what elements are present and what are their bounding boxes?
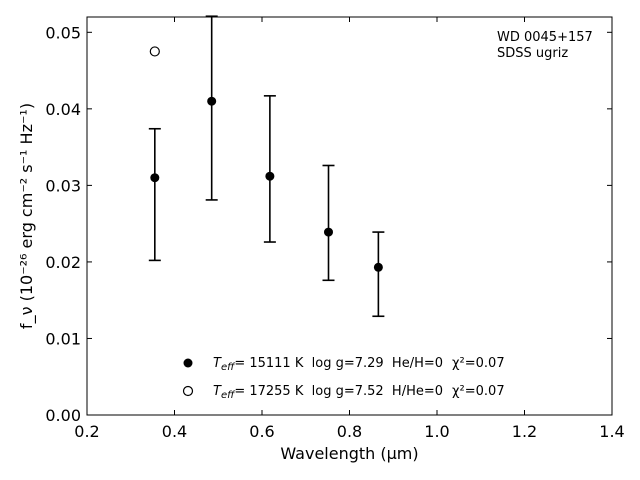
x-tick-label: 1.0 [424,422,449,441]
legend-marker-open [182,385,194,397]
y-tick-label: 0.02 [45,253,81,272]
legend-marker-filled [183,358,193,368]
data-point-filled [265,171,275,181]
y-axis-label: f_ν (10⁻²⁶ erg cm⁻² s⁻¹ Hz⁻¹) [17,103,37,329]
x-tick-label: 0.4 [162,422,187,441]
x-axis-ticks: 0.2 0.4 0.6 0.8 1.0 1.2 1.4 [74,17,625,441]
data-point-open [149,46,160,57]
x-tick-label: 0.2 [74,422,99,441]
x-tick-label: 0.6 [249,422,274,441]
annotation-object: WD 0045+157 [497,30,593,45]
legend-entry-2: Teff= 17255 K log g=7.52 H/He=0 χ²=0.07 [213,384,505,401]
data-point-filled [207,96,217,106]
x-tick-label: 1.4 [599,422,624,441]
y-tick-label: 0.03 [45,176,81,195]
y-tick-label: 0.04 [45,100,81,119]
legend-entry-1: Teff= 15111 K log g=7.29 He/H=0 χ²=0.07 [213,356,505,373]
x-tick-label: 0.8 [337,422,362,441]
data-point-filled [373,262,383,272]
y-tick-label: 0.00 [45,406,81,425]
y-tick-label: 0.05 [45,23,81,42]
y-axis-ticks: 0.00 0.01 0.02 0.03 0.04 0.05 [45,23,612,425]
data-point-filled [324,227,333,237]
data-point-filled [150,173,160,183]
y-tick-label: 0.01 [45,329,81,348]
x-tick-label: 1.2 [512,422,537,441]
data-points [148,15,385,318]
annotation-survey: SDSS ugriz [497,46,568,61]
x-axis-label: Wavelength (μm) [280,444,418,463]
legend: Teff= 15111 K log g=7.29 He/H=0 χ²=0.07 T… [182,356,505,401]
